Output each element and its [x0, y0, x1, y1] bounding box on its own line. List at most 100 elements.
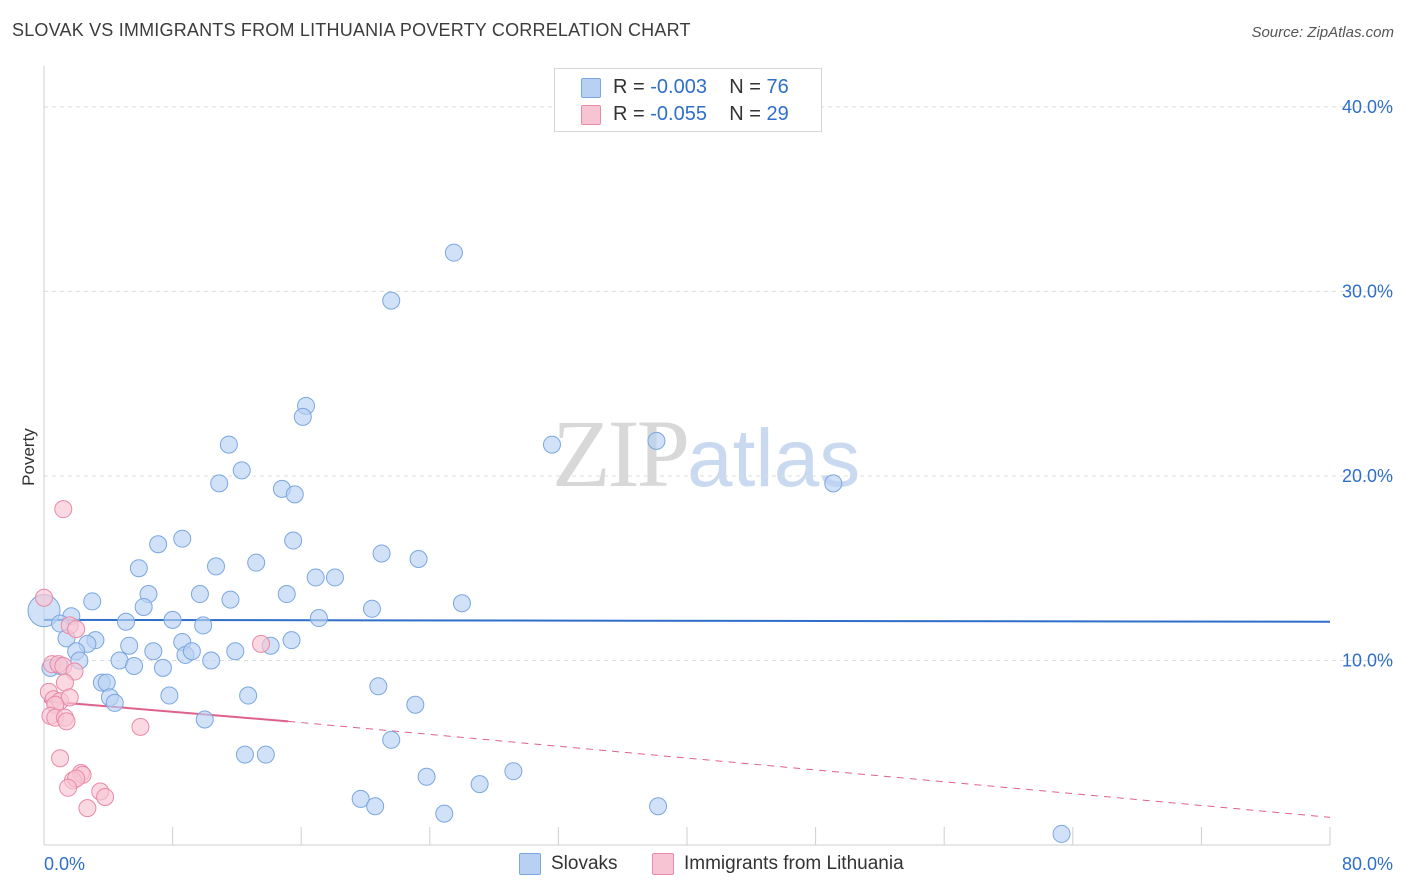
x-tick-label: 80.0% — [1342, 854, 1393, 874]
y-tick-label: 30.0% — [1342, 281, 1393, 301]
point-slovaks — [282, 631, 301, 650]
point-slovaks — [195, 710, 214, 729]
point-slovaks — [105, 693, 124, 712]
legend-r-label: R = — [613, 76, 651, 98]
point-slovaks — [190, 585, 209, 604]
point-slovaks — [369, 677, 388, 696]
trend-lines — [43, 618, 1331, 818]
point-slovaks — [202, 651, 221, 670]
point-slovaks — [435, 804, 454, 823]
legend-n-value: 29 — [766, 103, 789, 125]
point-lithuania — [57, 712, 76, 731]
point-slovaks — [226, 642, 245, 661]
point-slovaks — [173, 529, 192, 548]
bottom-legend-swatch-lithuania — [652, 853, 674, 875]
point-lithuania — [51, 749, 70, 768]
point-slovaks — [256, 745, 275, 764]
source-label: Source: ZipAtlas.com — [1251, 24, 1394, 41]
point-slovaks — [116, 612, 135, 631]
axes — [43, 66, 1331, 846]
point-slovaks — [362, 599, 381, 618]
legend-n-label: N = — [729, 103, 767, 125]
point-slovaks — [306, 568, 325, 587]
point-slovaks — [221, 590, 240, 609]
y-tick-label: 40.0% — [1342, 97, 1393, 117]
point-lithuania — [252, 634, 271, 653]
legend-r-value: -0.055 — [650, 103, 707, 125]
point-slovaks — [277, 585, 296, 604]
point-slovaks — [207, 557, 226, 576]
x-tick-label: 0.0% — [44, 854, 85, 874]
data-points — [27, 243, 1071, 843]
point-lithuania — [59, 778, 78, 797]
point-slovaks — [309, 609, 328, 628]
point-slovaks — [149, 535, 168, 554]
legend-r-label: R = — [613, 103, 651, 125]
y-axis-label: Poverty — [19, 428, 38, 486]
legend-swatch-lithuania — [581, 105, 601, 125]
point-slovaks — [219, 435, 238, 454]
point-slovaks — [285, 485, 304, 504]
point-lithuania — [54, 500, 73, 519]
point-slovaks — [163, 610, 182, 629]
point-slovaks — [153, 658, 172, 677]
point-slovaks — [824, 474, 843, 493]
watermark: ZIPatlas — [552, 398, 860, 509]
point-slovaks — [470, 775, 489, 794]
point-slovaks — [284, 531, 303, 550]
legend-n-label: N = — [729, 76, 767, 98]
point-slovaks — [160, 686, 179, 705]
point-slovaks — [409, 549, 428, 568]
point-slovaks — [144, 642, 163, 661]
point-slovaks — [120, 636, 139, 655]
point-slovaks — [504, 762, 523, 781]
point-slovaks — [382, 291, 401, 310]
point-slovaks — [293, 407, 312, 426]
bottom-legend-label-slovaks: Slovaks — [551, 853, 618, 874]
point-slovaks — [194, 616, 213, 635]
point-slovaks — [134, 597, 153, 616]
grid-lines — [44, 106, 1392, 661]
point-slovaks — [647, 431, 666, 450]
legend-r-value: -0.003 — [650, 76, 707, 98]
point-slovaks — [452, 594, 471, 613]
point-slovaks — [125, 657, 144, 676]
point-slovaks — [232, 461, 251, 480]
point-slovaks — [444, 243, 463, 262]
legend-n-value: 76 — [766, 76, 789, 98]
point-lithuania — [78, 799, 97, 818]
point-slovaks — [97, 673, 116, 692]
bottom-legend-swatch-slovaks — [519, 853, 541, 875]
chart-title: SLOVAK VS IMMIGRANTS FROM LITHUANIA POVE… — [12, 20, 691, 40]
legend-swatch-slovaks — [581, 78, 601, 98]
point-slovaks — [247, 553, 266, 572]
point-slovaks — [83, 592, 102, 611]
point-lithuania — [131, 717, 150, 736]
point-slovaks — [417, 767, 436, 786]
bottom-legend-label-lithuania: Immigrants from Lithuania — [684, 853, 904, 874]
point-slovaks — [239, 686, 258, 705]
point-lithuania — [67, 620, 86, 639]
point-slovaks — [235, 745, 254, 764]
point-lithuania — [96, 788, 115, 807]
point-slovaks — [351, 789, 370, 808]
point-slovaks — [129, 559, 148, 578]
point-lithuania — [35, 588, 53, 607]
point-slovaks — [325, 568, 344, 587]
point-lithuania — [60, 688, 79, 707]
point-slovaks — [406, 695, 425, 714]
point-slovaks — [210, 474, 229, 493]
point-slovaks — [182, 642, 201, 661]
y-tick-label: 10.0% — [1342, 650, 1393, 670]
y-tick-label: 20.0% — [1342, 466, 1393, 486]
point-slovaks — [372, 544, 391, 563]
point-slovaks — [542, 435, 561, 454]
watermark-zip: ZIP — [552, 400, 690, 507]
trend-line-lithuania — [288, 720, 1331, 818]
point-slovaks — [366, 797, 385, 816]
point-slovaks — [649, 797, 668, 816]
point-slovaks — [382, 730, 401, 749]
trend-line-lithuania — [43, 700, 289, 723]
trend-line-slovaks — [43, 618, 1331, 623]
